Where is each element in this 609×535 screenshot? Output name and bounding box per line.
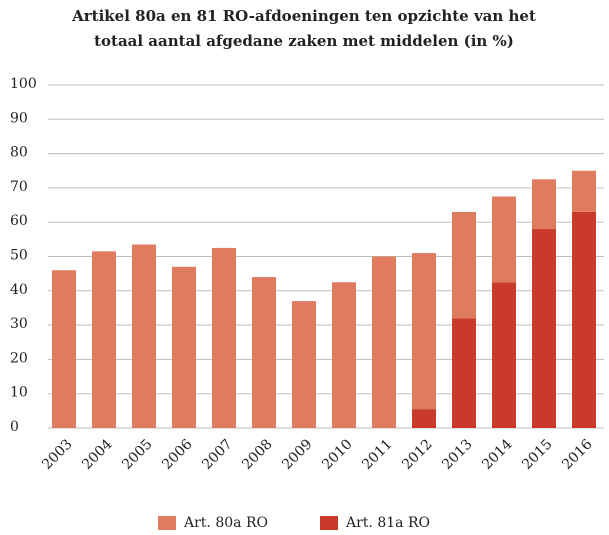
x-tick-label: 2004 bbox=[79, 436, 116, 473]
bar-segment bbox=[572, 211, 596, 428]
y-tick-label: 60 bbox=[10, 213, 28, 229]
x-tick-label: 2016 bbox=[559, 436, 596, 473]
legend-swatch bbox=[158, 516, 176, 530]
x-tick-label: 2012 bbox=[399, 436, 436, 473]
chart-title: Artikel 80a en 81 RO-afdoeningen ten opz… bbox=[71, 7, 536, 25]
bar-segment bbox=[452, 318, 476, 428]
bar-segment bbox=[92, 251, 116, 428]
x-tick-label: 2014 bbox=[479, 436, 516, 473]
bar-segment bbox=[172, 266, 196, 428]
bar-segment bbox=[572, 170, 596, 212]
bar-segment bbox=[412, 409, 436, 428]
y-tick-label: 0 bbox=[10, 419, 19, 435]
x-tick-label: 2011 bbox=[359, 436, 396, 473]
x-tick-label: 2007 bbox=[199, 436, 236, 473]
x-tick-label: 2010 bbox=[319, 436, 356, 473]
bar-segment bbox=[532, 179, 556, 230]
x-tick-label: 2003 bbox=[39, 436, 76, 473]
y-tick-label: 70 bbox=[10, 179, 28, 195]
x-tick-label: 2006 bbox=[159, 436, 196, 473]
chart-title: totaal aantal afgedane zaken met middele… bbox=[94, 32, 514, 50]
legend-swatch bbox=[320, 516, 338, 530]
bar-segment bbox=[372, 256, 396, 428]
bar-segment bbox=[532, 229, 556, 428]
bar-segment bbox=[52, 270, 76, 428]
bar-segment bbox=[492, 282, 516, 428]
x-tick-label: 2013 bbox=[439, 436, 476, 473]
x-tick-label: 2008 bbox=[239, 436, 276, 473]
y-tick-label: 50 bbox=[10, 248, 28, 264]
bar-segment bbox=[492, 196, 516, 283]
y-tick-label: 10 bbox=[10, 385, 28, 401]
y-tick-label: 20 bbox=[10, 350, 28, 366]
y-tick-label: 40 bbox=[10, 282, 28, 298]
legend-label: Art. 80a RO bbox=[183, 515, 268, 531]
bar-segment bbox=[412, 253, 436, 410]
x-tick-label: 2009 bbox=[279, 436, 316, 473]
bar-segment bbox=[292, 301, 316, 428]
y-tick-label: 80 bbox=[10, 145, 28, 161]
y-tick-label: 100 bbox=[10, 76, 37, 92]
y-tick-label: 30 bbox=[10, 316, 28, 332]
bar-segment bbox=[252, 277, 276, 428]
x-tick-label: 2015 bbox=[519, 436, 556, 473]
bar-segment bbox=[332, 282, 356, 428]
bar-segment bbox=[452, 211, 476, 319]
x-tick-label: 2005 bbox=[119, 436, 156, 473]
legend-label: Art. 81a RO bbox=[345, 515, 430, 531]
bar-segment bbox=[132, 244, 156, 428]
y-tick-label: 90 bbox=[10, 110, 28, 126]
bar-segment bbox=[212, 247, 236, 428]
